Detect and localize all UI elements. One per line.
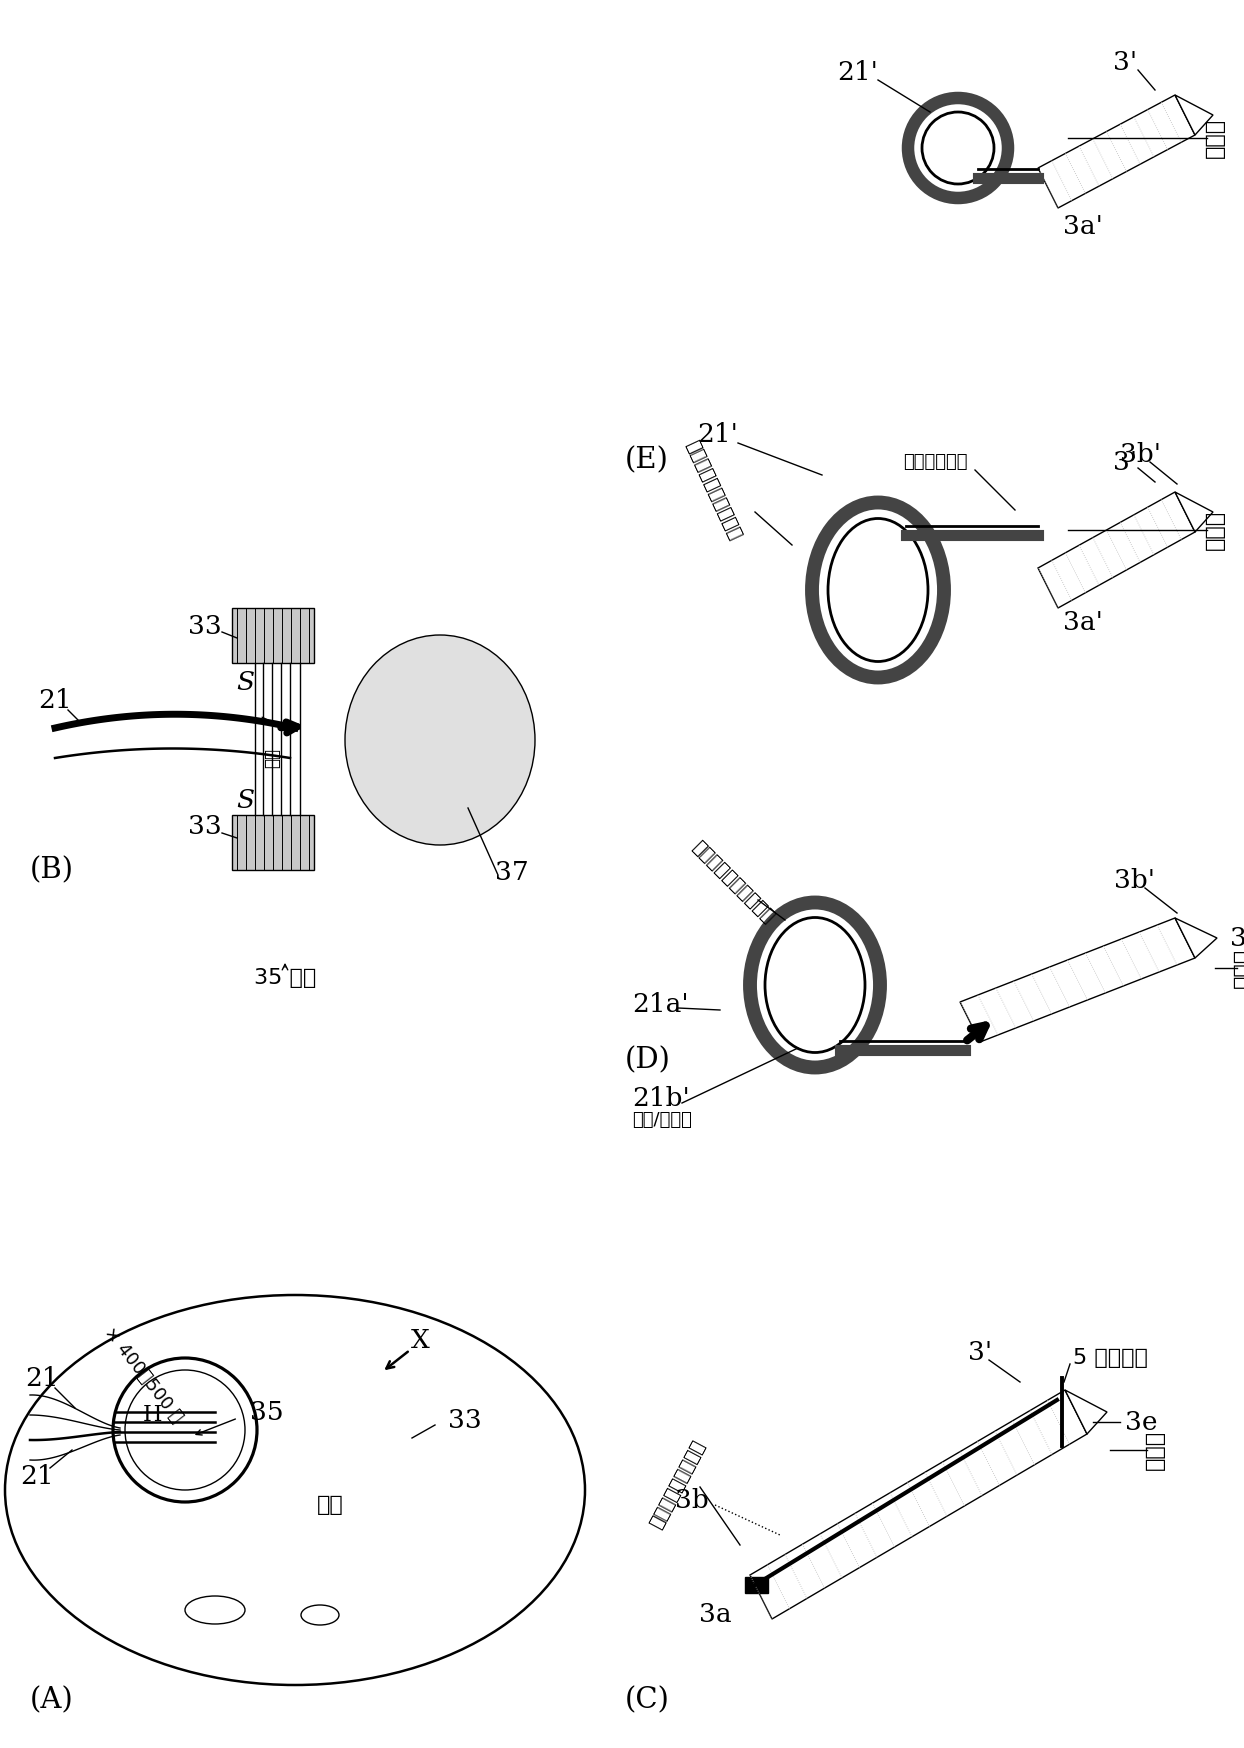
Bar bbox=[231, 608, 313, 662]
Text: (B): (B) bbox=[30, 857, 73, 884]
Text: 21': 21' bbox=[837, 59, 878, 84]
Polygon shape bbox=[1176, 491, 1213, 531]
Text: 37: 37 bbox=[495, 860, 529, 884]
Polygon shape bbox=[1037, 491, 1195, 608]
Text: 3a': 3a' bbox=[1230, 925, 1244, 951]
Text: 21b': 21b' bbox=[632, 1086, 689, 1110]
Ellipse shape bbox=[760, 912, 870, 1058]
Text: 直線状ワイヤー電極: 直線状ワイヤー電極 bbox=[647, 1439, 709, 1531]
Text: 35: 35 bbox=[250, 1400, 284, 1426]
Bar bbox=[231, 815, 313, 871]
Text: (D): (D) bbox=[624, 1045, 671, 1073]
Text: 3e: 3e bbox=[1125, 1409, 1157, 1435]
Text: こちらは絶縁: こちらは絶縁 bbox=[903, 453, 968, 470]
Text: 21': 21' bbox=[698, 423, 739, 447]
Text: (A): (A) bbox=[30, 1687, 73, 1715]
Text: 3b: 3b bbox=[675, 1488, 709, 1512]
Text: S: S bbox=[236, 669, 254, 694]
Text: 21: 21 bbox=[39, 687, 72, 713]
Text: (E): (E) bbox=[624, 446, 669, 474]
Polygon shape bbox=[1176, 918, 1217, 958]
Text: ループ状ワイヤー電極: ループ状ワイヤー電極 bbox=[688, 837, 776, 926]
Text: 3a': 3a' bbox=[1064, 213, 1103, 238]
Polygon shape bbox=[1065, 1390, 1107, 1433]
Text: 記録/刺激点: 記録/刺激点 bbox=[632, 1112, 692, 1129]
Text: ループ状ワイヤー電極: ループ状ワイヤー電極 bbox=[682, 437, 744, 542]
Text: 3a': 3a' bbox=[1064, 610, 1103, 636]
Text: 21: 21 bbox=[20, 1465, 53, 1489]
Text: S: S bbox=[236, 788, 254, 813]
Text: 頭蓋: 頭蓋 bbox=[262, 748, 281, 767]
Text: 移植針: 移植針 bbox=[1205, 510, 1225, 551]
Polygon shape bbox=[960, 918, 1195, 1042]
Text: 3': 3' bbox=[1113, 49, 1137, 75]
Text: × 400～500 本: × 400～500 本 bbox=[100, 1323, 185, 1426]
Polygon shape bbox=[1037, 94, 1195, 208]
Text: 33: 33 bbox=[188, 614, 221, 638]
Text: H: H bbox=[142, 1404, 162, 1426]
Text: 35 硬膜: 35 硬膜 bbox=[254, 968, 316, 988]
Text: 33: 33 bbox=[188, 815, 221, 839]
Text: 3': 3' bbox=[968, 1339, 991, 1365]
Text: X: X bbox=[411, 1327, 429, 1353]
Text: 21a': 21a' bbox=[632, 993, 689, 1017]
Polygon shape bbox=[1176, 94, 1213, 135]
Polygon shape bbox=[745, 1577, 768, 1592]
Text: 移植針: 移植針 bbox=[1205, 117, 1225, 157]
Text: 移植針: 移植針 bbox=[1144, 1430, 1164, 1470]
Text: 3': 3' bbox=[1113, 449, 1137, 474]
Ellipse shape bbox=[917, 107, 999, 189]
Text: 3b': 3b' bbox=[1115, 867, 1156, 893]
Ellipse shape bbox=[345, 635, 535, 844]
Text: (C): (C) bbox=[624, 1687, 669, 1715]
Text: 頭蓋: 頭蓋 bbox=[317, 1495, 343, 1516]
Ellipse shape bbox=[822, 512, 934, 668]
Text: 3a: 3a bbox=[699, 1603, 731, 1627]
Text: 移植針: 移植針 bbox=[1233, 947, 1244, 988]
Text: 3b': 3b' bbox=[1120, 442, 1161, 467]
Text: 21: 21 bbox=[25, 1365, 58, 1390]
Text: 33: 33 bbox=[448, 1407, 481, 1433]
Polygon shape bbox=[750, 1390, 1087, 1619]
Text: 5 ストッパ: 5 ストッパ bbox=[1074, 1348, 1148, 1369]
